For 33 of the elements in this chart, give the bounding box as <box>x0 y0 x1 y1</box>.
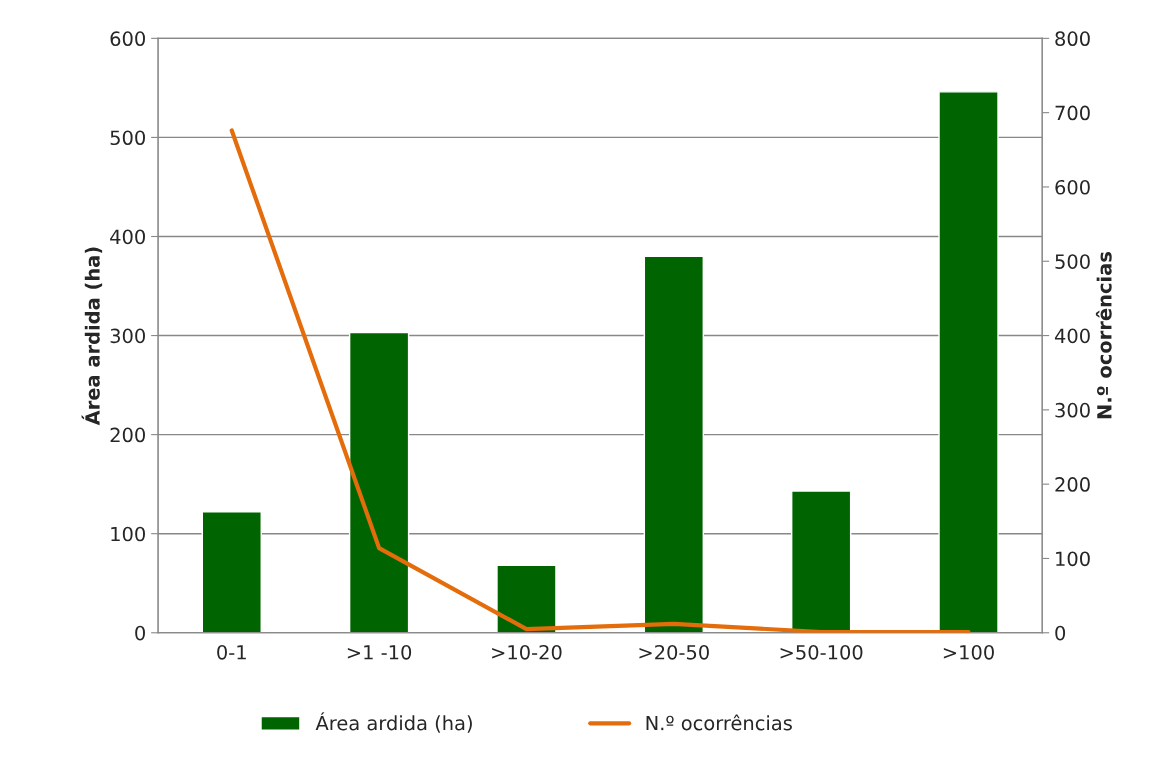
y2-tick-label: 300 <box>1055 402 1090 418</box>
y-axis-title: Área ardida (ha) <box>81 247 103 426</box>
legend-label: N.º ocorrências <box>646 714 792 731</box>
x-tick-label: >10-20 <box>492 644 562 660</box>
x-tick-label: 0-1 <box>217 644 246 660</box>
bar <box>790 490 852 633</box>
y-tick-label: 200 <box>110 427 145 443</box>
y2-tick-label: 0 <box>1055 625 1066 641</box>
x-tick-label: >20-50 <box>639 644 709 660</box>
y2-tick-label: 100 <box>1056 551 1090 567</box>
y-tick-label: 400 <box>110 229 145 245</box>
y2-tick-label: 700 <box>1055 105 1090 121</box>
legend-label: Área ardida (ha) <box>315 712 472 733</box>
x-tick-label: >100 <box>943 644 994 660</box>
y-tick-label: 500 <box>110 130 145 146</box>
y2-tick-label: 500 <box>1055 254 1090 269</box>
bar <box>496 564 557 633</box>
y-tick-label: 600 <box>110 31 145 47</box>
bar <box>643 255 704 633</box>
bar <box>348 331 410 633</box>
y-tick-label: 0 <box>135 625 145 641</box>
y2-axis-title: N.º ocorrências <box>1095 252 1112 419</box>
y2-tick-label: 600 <box>1055 179 1090 195</box>
bar <box>938 91 999 633</box>
line-series <box>229 128 971 633</box>
x-tick-label: >50-100 <box>780 644 863 660</box>
bar <box>201 511 262 633</box>
y2-tick-label: 800 <box>1055 31 1090 47</box>
y2-tick-label: 400 <box>1054 328 1090 344</box>
y-tick-label: 300 <box>110 328 145 344</box>
x-tick-label: >1 -10 <box>347 644 412 660</box>
y-tick-label: 100 <box>111 526 145 542</box>
y2-tick-label: 200 <box>1055 477 1090 492</box>
